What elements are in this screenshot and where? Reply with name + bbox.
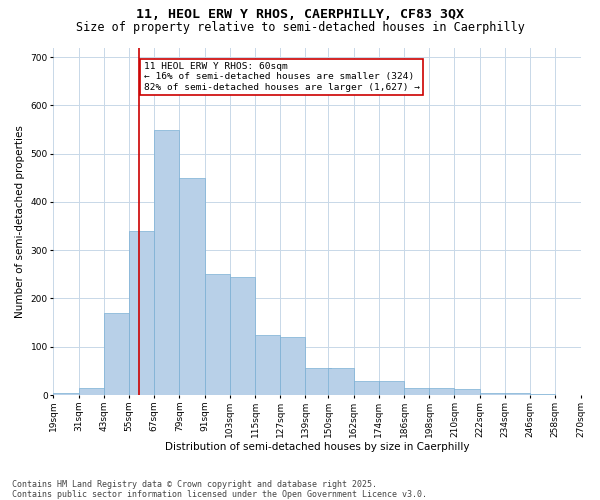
Bar <box>530 394 555 395</box>
Bar <box>205 274 230 395</box>
Text: Contains HM Land Registry data © Crown copyright and database right 2025.
Contai: Contains HM Land Registry data © Crown c… <box>12 480 427 499</box>
Bar <box>104 313 129 395</box>
Bar <box>379 380 404 395</box>
Bar <box>129 231 154 395</box>
Bar <box>230 277 255 395</box>
Bar <box>454 389 479 395</box>
Text: 11 HEOL ERW Y RHOS: 60sqm
← 16% of semi-detached houses are smaller (324)
82% of: 11 HEOL ERW Y RHOS: 60sqm ← 16% of semi-… <box>143 62 419 92</box>
Bar <box>328 368 353 395</box>
Bar <box>53 392 79 395</box>
Text: Size of property relative to semi-detached houses in Caerphilly: Size of property relative to semi-detach… <box>76 21 524 34</box>
Y-axis label: Number of semi-detached properties: Number of semi-detached properties <box>15 125 25 318</box>
Bar <box>505 392 530 395</box>
X-axis label: Distribution of semi-detached houses by size in Caerphilly: Distribution of semi-detached houses by … <box>164 442 469 452</box>
Bar <box>404 388 429 395</box>
Bar <box>179 178 205 395</box>
Bar <box>429 388 454 395</box>
Text: 11, HEOL ERW Y RHOS, CAERPHILLY, CF83 3QX: 11, HEOL ERW Y RHOS, CAERPHILLY, CF83 3Q… <box>136 8 464 20</box>
Bar <box>305 368 331 395</box>
Bar <box>255 334 280 395</box>
Bar <box>154 130 179 395</box>
Bar <box>479 392 505 395</box>
Bar <box>353 380 379 395</box>
Bar <box>79 388 104 395</box>
Bar <box>280 337 305 395</box>
